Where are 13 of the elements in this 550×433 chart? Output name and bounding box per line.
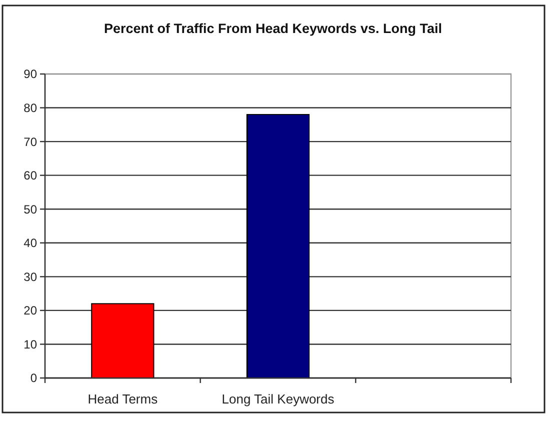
y-tick-label: 80 [24,100,38,115]
y-tick-label: 90 [24,67,38,82]
y-tick-label: 70 [24,134,38,149]
y-tick-label: 20 [24,304,38,318]
y-tick-label: 10 [24,337,38,352]
y-tick-label: 30 [24,270,38,284]
y-tick-label: 60 [24,168,38,183]
y-tick-label: 40 [24,236,38,250]
y-tick-label: 50 [24,202,38,216]
x-tick-label: Long Tail Keywords [222,392,335,407]
y-tick-label: 0 [30,371,38,386]
x-tick-label: Head Terms [88,392,158,407]
chart-title: Percent of Traffic From Head Keywords vs. Long Tail [104,21,442,36]
